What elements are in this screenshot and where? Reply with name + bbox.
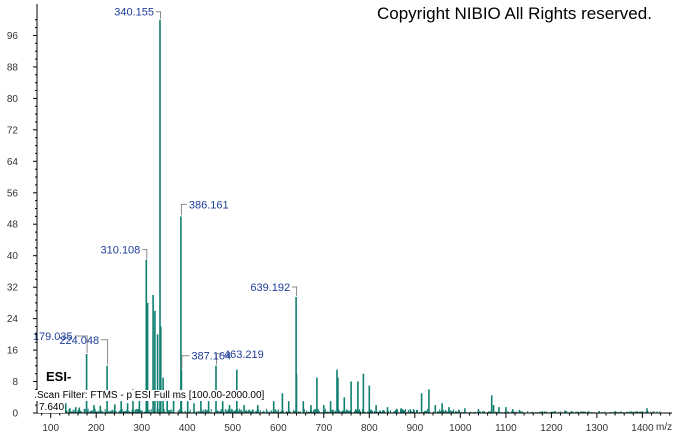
y-tick-label: 16 — [7, 346, 19, 357]
copyright-notice: Copyright NIBIO All Rights reserved. — [377, 4, 652, 23]
y-tick-label: 88 — [7, 62, 19, 73]
peak-label-leaders — [74, 11, 298, 369]
x-tick-label: 1300 — [586, 423, 609, 434]
label-leader — [180, 203, 187, 216]
peak-label: 387.164 — [191, 351, 231, 363]
label-leader — [216, 353, 222, 365]
x-tick-label: 500 — [224, 423, 241, 434]
y-ticks: 0 8 16 24 32 40 48 56 64 72 80 88 96 — [7, 19, 37, 420]
x-tick-label: 1400 — [631, 423, 654, 434]
label-leader — [101, 339, 109, 365]
x-tick-label: 600 — [270, 423, 287, 434]
x-axis-unit-label: m/z — [656, 422, 672, 433]
y-tick-label: 40 — [7, 251, 19, 262]
x-tick-label: 300 — [133, 423, 150, 434]
x-tick-label: 700 — [315, 423, 332, 434]
peak-label: 340.155 — [114, 7, 154, 19]
x-tick-label: 400 — [179, 423, 196, 434]
label-leader — [181, 355, 190, 369]
scan-filter-text: Scan Filter: FTMS - p ESI Full ms [100.0… — [36, 390, 266, 401]
y-tick-label: 32 — [7, 283, 19, 294]
y-tick-label: 0 — [12, 409, 18, 420]
y-tick-label: 24 — [7, 314, 19, 325]
x-ticks: 100 200 300 400 500 600 700 800 900 1000 1100 1200 1… — [41, 413, 671, 434]
y-tick-label: 8 — [12, 377, 18, 388]
ion-mode-label: ESI- — [46, 369, 72, 384]
y-tick-label: 72 — [7, 125, 19, 136]
x-tick-label: 1000 — [449, 423, 472, 434]
y-tick-label: 56 — [7, 188, 19, 199]
x-tick-label: 1100 — [495, 423, 517, 434]
label-leader — [142, 249, 148, 259]
label-leader — [156, 11, 161, 19]
peak-label: 179.035 — [33, 331, 73, 343]
label-leader — [292, 286, 298, 296]
peak-label: 224.048 — [59, 335, 99, 347]
peak-label: 386.161 — [189, 199, 229, 211]
y-tick-label: 48 — [7, 220, 19, 231]
baseline-noise — [61, 408, 661, 413]
x-tick-label: 100 — [42, 423, 59, 434]
y-tick-label: 96 — [7, 31, 19, 42]
x-tick-label: 800 — [361, 423, 378, 434]
label-leader — [74, 335, 88, 353]
x-tick-label: 1200 — [540, 423, 563, 434]
peak-bars — [64, 19, 648, 413]
x-tick-label: 200 — [88, 423, 105, 434]
peak-label: 463.219 — [224, 349, 264, 361]
x-tick-label: 900 — [406, 423, 423, 434]
peak-label: 639.192 — [250, 282, 290, 294]
y-tick-label: 80 — [7, 94, 19, 105]
peak-label: 310.108 — [101, 245, 141, 257]
axes — [36, 4, 672, 414]
normalization-level: 7.640 — [38, 402, 66, 413]
y-tick-label: 64 — [7, 157, 19, 168]
